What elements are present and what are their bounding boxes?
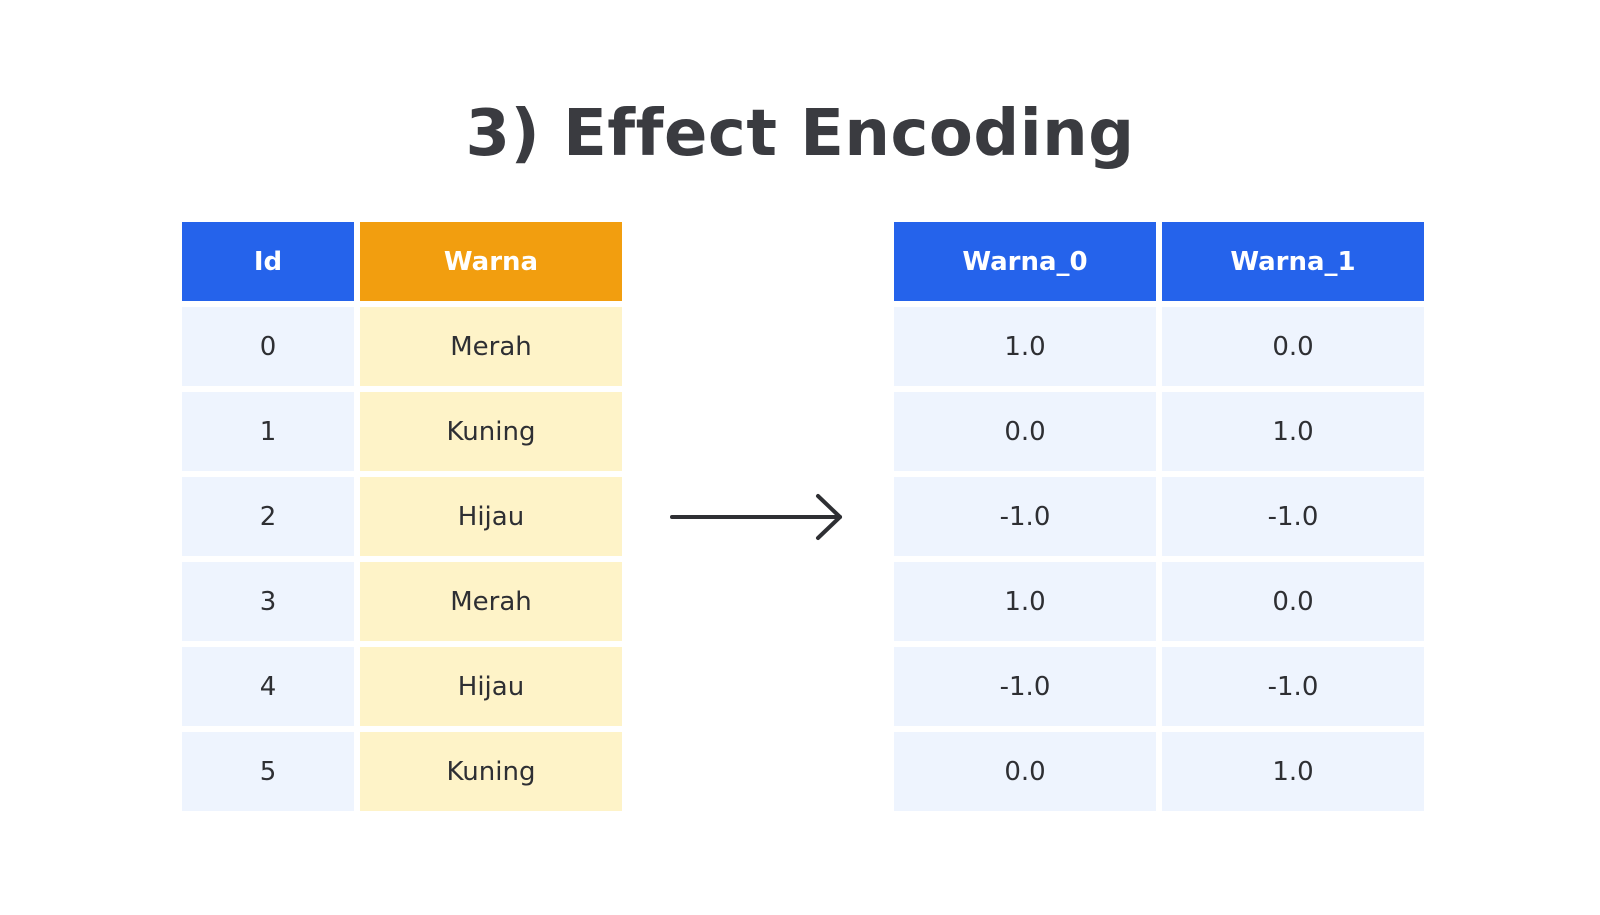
warna-1-cell: -1.0 — [1162, 477, 1424, 556]
warna-cell: Kuning — [360, 392, 622, 471]
header-warna-0: Warna_0 — [894, 222, 1156, 301]
encoded-table: Warna_0 Warna_1 1.0 0.0 0.0 1.0 -1.0 -1.… — [894, 222, 1424, 811]
id-cell: 1 — [182, 392, 354, 471]
warna-0-cell: -1.0 — [894, 477, 1156, 556]
warna-1-cell: 1.0 — [1162, 732, 1424, 811]
warna-cell: Merah — [360, 307, 622, 386]
warna-cell: Hijau — [360, 647, 622, 726]
arrow-right-icon — [670, 494, 842, 540]
warna-1-cell: 1.0 — [1162, 392, 1424, 471]
warna-1-cell: 0.0 — [1162, 307, 1424, 386]
warna-1-cell: -1.0 — [1162, 647, 1424, 726]
warna-0-cell: 1.0 — [894, 562, 1156, 641]
id-cell: 4 — [182, 647, 354, 726]
id-cell: 2 — [182, 477, 354, 556]
header-warna-1: Warna_1 — [1162, 222, 1424, 301]
warna-cell: Hijau — [360, 477, 622, 556]
id-cell: 5 — [182, 732, 354, 811]
header-id: Id — [182, 222, 354, 301]
header-warna: Warna — [360, 222, 622, 301]
id-cell: 3 — [182, 562, 354, 641]
warna-0-cell: 0.0 — [894, 732, 1156, 811]
warna-0-cell: 1.0 — [894, 307, 1156, 386]
warna-0-cell: -1.0 — [894, 647, 1156, 726]
warna-0-cell: 0.0 — [894, 392, 1156, 471]
warna-cell: Merah — [360, 562, 622, 641]
original-table: Id Warna 0 Merah 1 Kuning 2 Hijau 3 Mera… — [182, 222, 622, 811]
id-cell: 0 — [182, 307, 354, 386]
warna-cell: Kuning — [360, 732, 622, 811]
page-title: 3) Effect Encoding — [465, 97, 1135, 171]
warna-1-cell: 0.0 — [1162, 562, 1424, 641]
